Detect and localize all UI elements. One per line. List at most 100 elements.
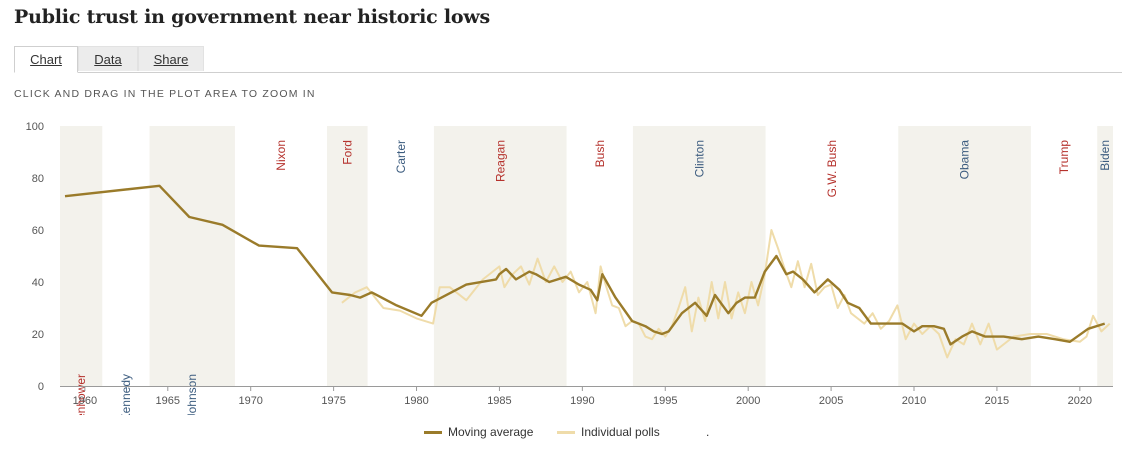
individual-poll-point[interactable] (668, 322, 676, 330)
moving-average-point[interactable] (219, 221, 227, 229)
individual-poll-point[interactable] (794, 257, 802, 265)
individual-poll-point[interactable] (834, 304, 842, 312)
individual-poll-point[interactable] (885, 317, 893, 325)
individual-poll-point[interactable] (840, 291, 848, 299)
individual-poll-point[interactable] (1059, 335, 1067, 343)
individual-poll-point[interactable] (827, 281, 835, 289)
moving-average-point[interactable] (462, 281, 470, 289)
individual-poll-point[interactable] (462, 296, 470, 304)
individual-poll-point[interactable] (688, 327, 696, 335)
individual-poll-point[interactable] (1076, 338, 1084, 346)
moving-average-point[interactable] (593, 296, 601, 304)
moving-average-point[interactable] (741, 294, 749, 302)
individual-poll-point[interactable] (648, 335, 656, 343)
individual-poll-point[interactable] (714, 314, 722, 322)
tab-data[interactable]: Data (78, 46, 138, 71)
individual-poll-point[interactable] (575, 288, 583, 296)
moving-average-point[interactable] (1034, 333, 1042, 341)
individual-poll-point[interactable] (542, 278, 550, 286)
individual-poll-point[interactable] (807, 260, 815, 268)
individual-poll-point[interactable] (694, 294, 702, 302)
moving-average-point[interactable] (61, 192, 69, 200)
individual-poll-point[interactable] (968, 320, 976, 328)
individual-poll-point[interactable] (860, 320, 868, 328)
individual-poll-point[interactable] (592, 309, 600, 317)
moving-average-point[interactable] (898, 320, 906, 328)
individual-poll-point[interactable] (661, 333, 669, 341)
individual-poll-point[interactable] (877, 325, 885, 333)
moving-average-point[interactable] (918, 322, 926, 330)
moving-average-point[interactable] (1000, 333, 1008, 341)
individual-poll-point[interactable] (413, 314, 421, 322)
individual-poll-point[interactable] (597, 262, 605, 270)
moving-average-point[interactable] (255, 242, 263, 250)
individual-poll-point[interactable] (741, 309, 749, 317)
individual-poll-point[interactable] (517, 262, 525, 270)
individual-poll-point[interactable] (985, 320, 993, 328)
individual-poll-point[interactable] (801, 283, 809, 291)
individual-poll-point[interactable] (893, 301, 901, 309)
individual-poll-point[interactable] (379, 304, 387, 312)
individual-poll-point[interactable] (655, 325, 663, 333)
individual-poll-point[interactable] (976, 340, 984, 348)
tab-share[interactable]: Share (138, 46, 204, 71)
moving-average-point[interactable] (1051, 335, 1059, 343)
individual-poll-point[interactable] (774, 244, 782, 252)
individual-poll-point[interactable] (351, 288, 359, 296)
moving-average-point[interactable] (910, 327, 918, 335)
moving-average-point[interactable] (495, 270, 503, 278)
individual-poll-point[interactable] (708, 278, 716, 286)
individual-poll-point[interactable] (854, 314, 862, 322)
individual-poll-point[interactable] (869, 309, 877, 317)
individual-poll-point[interactable] (446, 283, 454, 291)
individual-poll-point[interactable] (960, 340, 968, 348)
individual-poll-point[interactable] (1026, 330, 1034, 338)
legend-item-moving-average[interactable]: Moving average (424, 425, 533, 439)
individual-poll-point[interactable] (500, 283, 508, 291)
individual-poll-point[interactable] (621, 322, 629, 330)
individual-poll-point[interactable] (918, 330, 926, 338)
legend-item-individual-polls[interactable]: Individual polls (557, 425, 660, 439)
individual-poll-point[interactable] (558, 278, 566, 286)
individual-poll-point[interactable] (602, 281, 610, 289)
moving-average-point[interactable] (1084, 325, 1092, 333)
individual-poll-point[interactable] (1106, 320, 1114, 328)
individual-poll-point[interactable] (761, 270, 769, 278)
individual-poll-point[interactable] (747, 278, 755, 286)
individual-poll-point[interactable] (927, 322, 935, 330)
individual-poll-point[interactable] (479, 275, 487, 283)
individual-poll-point[interactable] (754, 301, 762, 309)
moving-average-point[interactable] (598, 270, 606, 278)
moving-average-point[interactable] (1018, 335, 1026, 343)
moving-average-point[interactable] (185, 213, 193, 221)
individual-poll-point[interactable] (935, 330, 943, 338)
moving-average-point[interactable] (772, 252, 780, 260)
individual-poll-point[interactable] (847, 309, 855, 317)
individual-poll-point[interactable] (781, 265, 789, 273)
moving-average-point[interactable] (532, 270, 540, 278)
individual-poll-point[interactable] (534, 255, 542, 263)
individual-poll-point[interactable] (429, 320, 437, 328)
individual-poll-point[interactable] (525, 281, 533, 289)
individual-poll-point[interactable] (550, 262, 558, 270)
individual-poll-point[interactable] (338, 299, 346, 307)
individual-poll-point[interactable] (701, 317, 709, 325)
moving-average-point[interactable] (427, 299, 435, 307)
individual-poll-point[interactable] (728, 314, 736, 322)
individual-poll-point[interactable] (1043, 330, 1051, 338)
individual-poll-point[interactable] (902, 335, 910, 343)
individual-poll-point[interactable] (734, 288, 742, 296)
moving-average-point[interactable] (844, 299, 852, 307)
individual-poll-point[interactable] (635, 320, 643, 328)
individual-poll-point[interactable] (814, 291, 822, 299)
moving-average-point[interactable] (328, 288, 336, 296)
tab-chart[interactable]: Chart (14, 46, 78, 73)
individual-poll-point[interactable] (675, 304, 683, 312)
moving-average-point[interactable] (855, 304, 863, 312)
individual-poll-point[interactable] (1082, 333, 1090, 341)
moving-average-point[interactable] (799, 275, 807, 283)
individual-poll-point[interactable] (910, 320, 918, 328)
individual-poll-point[interactable] (615, 304, 623, 312)
moving-average-point[interactable] (293, 244, 301, 252)
moving-average-point[interactable] (711, 291, 719, 299)
